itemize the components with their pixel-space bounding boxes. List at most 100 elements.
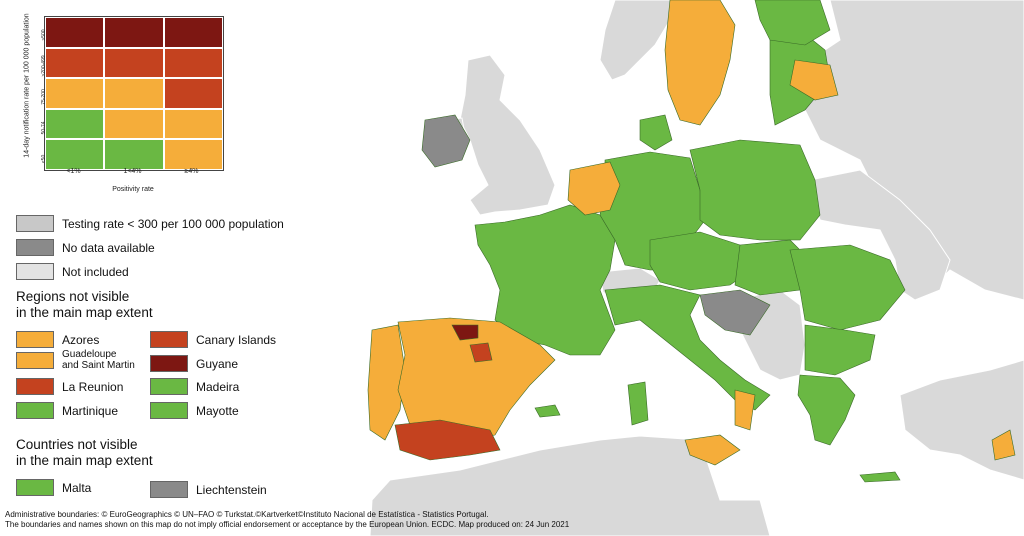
sweden — [664, 0, 736, 126]
legend-label: Mayotte — [196, 403, 239, 418]
region-canary: Canary Islands — [150, 331, 276, 348]
region-madeira: Madeira — [150, 378, 239, 395]
poland — [689, 139, 821, 241]
matrix-cell — [104, 78, 164, 109]
legend-label: Martinique — [62, 403, 119, 418]
swatch — [16, 263, 54, 280]
regions-heading: Regions not visible in the main map exte… — [16, 289, 153, 321]
basque — [451, 324, 479, 341]
navarra — [469, 342, 493, 363]
country-liechtenstein: Liechtenstein — [150, 481, 267, 498]
matrix-cell — [45, 47, 105, 79]
swatch — [16, 351, 54, 369]
swatch — [16, 402, 54, 419]
legend-label: Canary Islands — [196, 332, 277, 347]
col-label-1: <1% — [66, 168, 81, 175]
matrix-cell — [163, 47, 223, 79]
romania — [789, 244, 906, 331]
spain-north — [397, 317, 556, 441]
matrix-grid — [44, 16, 224, 171]
swatch — [16, 331, 54, 348]
legend-label: Madeira — [196, 379, 240, 394]
legend-label: Guyane — [196, 356, 239, 371]
region-azores: Azores — [16, 331, 99, 348]
regions-heading-line1: Regions not visible — [16, 289, 130, 304]
ukraine-belarus — [809, 169, 951, 301]
legend-label: No data available — [62, 240, 155, 255]
legend-item-no-data: No data available — [16, 239, 155, 256]
turkey — [899, 359, 1024, 481]
legend-item-testing: Testing rate < 300 per 100 000 populatio… — [16, 215, 284, 232]
regions-heading-line2: in the main map extent — [16, 305, 153, 320]
italy — [604, 284, 771, 411]
cyprus — [991, 429, 1016, 461]
matrix-cell — [104, 17, 164, 48]
stockholm — [789, 59, 839, 101]
sicily — [684, 434, 741, 466]
col-label-2: 1<4% — [123, 168, 142, 175]
matrix-cell — [45, 17, 105, 48]
swatch — [150, 481, 188, 498]
matrix-cell — [104, 47, 164, 79]
swatch — [150, 378, 188, 395]
matrix-x-label: Positivity rate — [112, 186, 154, 193]
legend-label: Guadeloupe and Saint Martin — [62, 349, 135, 371]
france — [474, 204, 616, 356]
legend-label: Testing rate < 300 per 100 000 populatio… — [62, 216, 284, 231]
footer-line2: The boundaries and names shown on this m… — [5, 520, 570, 529]
matrix-cell — [45, 139, 105, 170]
matrix-cell — [104, 108, 164, 140]
matrix-cell — [163, 17, 223, 48]
region-reunion: La Reunion — [16, 378, 123, 395]
footer-line1: Administrative boundaries: © EuroGeograp… — [5, 510, 489, 519]
region-mayotte: Mayotte — [150, 402, 239, 419]
swatch — [16, 378, 54, 395]
balearic — [534, 404, 561, 418]
legend-label: Malta — [62, 480, 92, 495]
bulgaria — [804, 324, 876, 376]
denmark — [639, 114, 673, 151]
guadeloupe-label-line2: and Saint Martin — [62, 360, 135, 371]
czechia-austria — [649, 231, 761, 291]
risk-matrix: 14-day notification rate per 100 000 pop… — [14, 10, 229, 205]
swatch — [16, 215, 54, 232]
matrix-cell — [104, 139, 164, 170]
north-africa — [369, 435, 771, 536]
swatch — [150, 355, 188, 372]
countries-heading-line2: in the main map extent — [16, 453, 153, 468]
south-italy-orange — [734, 389, 756, 431]
eu-regions — [367, 0, 1016, 483]
netherlands-belgium — [567, 161, 621, 216]
matrix-cell — [163, 108, 223, 140]
swatch — [150, 402, 188, 419]
region-guyane: Guyane — [150, 355, 238, 372]
legend-label: La Reunion — [62, 379, 124, 394]
swatch — [16, 479, 54, 496]
legend: Testing rate < 300 per 100 000 populatio… — [0, 0, 300, 536]
portugal — [367, 324, 406, 441]
legend-label: Liechtenstein — [196, 482, 267, 497]
region-guadeloupe: Guadeloupe and Saint Martin — [16, 349, 135, 371]
legend-item-not-included: Not included — [16, 263, 129, 280]
swatch — [150, 331, 188, 348]
region-martinique: Martinique — [16, 402, 118, 419]
legend-label: Azores — [62, 332, 100, 347]
crete — [859, 471, 901, 483]
guadeloupe-label-line1: Guadeloupe — [62, 349, 117, 360]
croatia-slovenia — [699, 289, 771, 336]
footer: Administrative boundaries: © EuroGeograp… — [5, 510, 569, 530]
swatch — [16, 239, 54, 256]
countries-heading: Countries not visible in the main map ex… — [16, 437, 153, 469]
countries-heading-line1: Countries not visible — [16, 437, 138, 452]
greece — [797, 374, 856, 446]
matrix-cell — [163, 78, 223, 109]
finland — [754, 0, 831, 46]
andalusia — [394, 419, 501, 461]
legend-label: Not included — [62, 264, 129, 279]
matrix-cell — [45, 78, 105, 109]
sardinia — [627, 381, 649, 426]
ireland — [421, 114, 471, 168]
matrix-cell — [163, 139, 223, 170]
matrix-cell — [45, 108, 105, 140]
